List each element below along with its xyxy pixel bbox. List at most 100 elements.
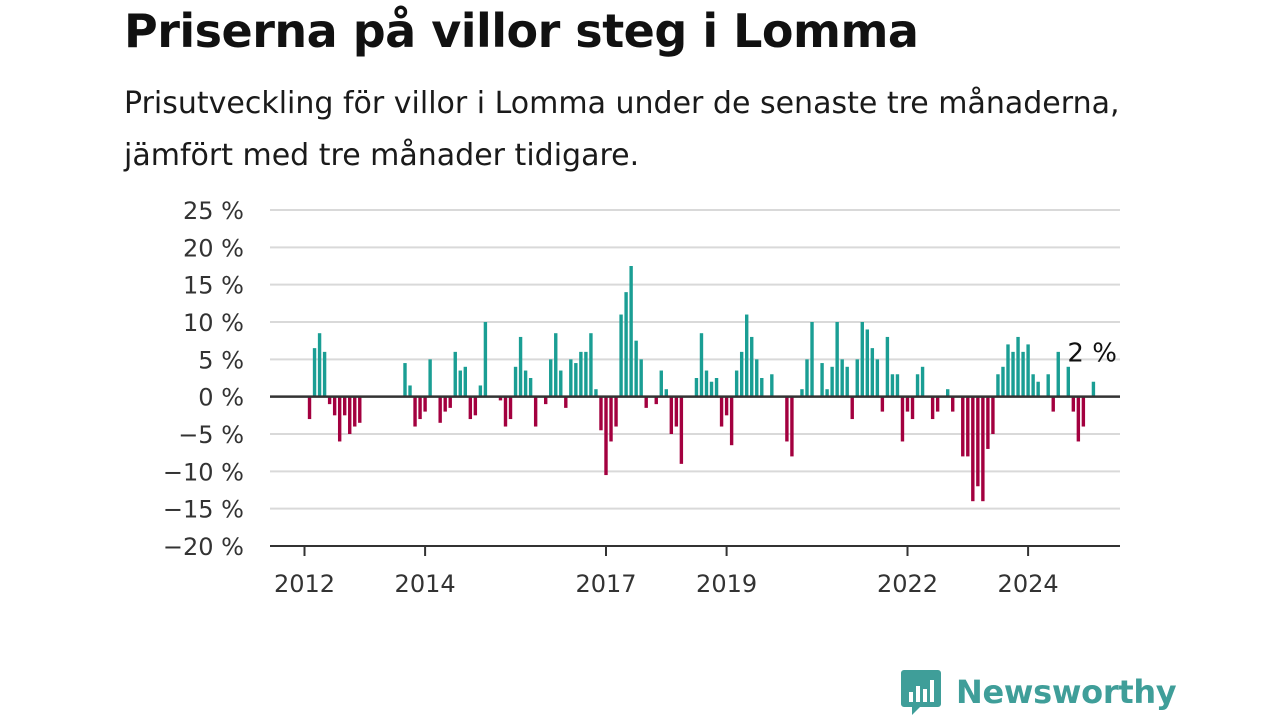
bar: [1076, 396, 1081, 442]
bar: [438, 396, 442, 423]
bar: [895, 374, 900, 397]
bar: [880, 396, 885, 412]
bar: [1001, 366, 1005, 397]
bar: [599, 396, 603, 431]
bar: [353, 396, 357, 427]
bar: [564, 396, 568, 408]
bar: [1056, 351, 1060, 397]
bar: [1016, 336, 1020, 397]
y-tick-label: −15 %: [163, 496, 244, 524]
bar: [1006, 344, 1010, 397]
bar: [609, 396, 613, 442]
bar: [745, 314, 749, 397]
x-tick-label: 2024: [998, 570, 1059, 598]
bar: [820, 363, 824, 397]
bar: [619, 314, 623, 397]
bar: [498, 396, 503, 401]
bar: [428, 359, 432, 397]
bar: [790, 396, 794, 457]
bar: [554, 333, 558, 397]
bar: [458, 370, 462, 397]
bar: [508, 396, 513, 420]
bar: [825, 389, 829, 397]
bar: [805, 359, 809, 397]
bar: [1031, 374, 1035, 397]
bar: [951, 396, 955, 412]
bar: [478, 385, 483, 397]
bar: [533, 396, 538, 427]
bar: [503, 396, 508, 427]
x-tick-label: 2012: [274, 570, 335, 598]
bar: [991, 396, 995, 434]
bar: [544, 396, 548, 405]
bar: [358, 396, 362, 423]
bar-chart: 25 % 20 % 15 % 10 % 5 % 0 % −5 % −10 % −15 % −20 …: [163, 197, 1120, 598]
bar: [840, 359, 844, 397]
bar: [860, 322, 864, 397]
y-tick-label: 0 %: [198, 384, 244, 412]
bar: [900, 396, 905, 442]
bar: [408, 385, 412, 397]
chart-title: Priserna på villor steg i Lomma: [124, 4, 919, 58]
y-tick-label: 25 %: [183, 197, 244, 225]
bar: [920, 366, 925, 397]
bar: [830, 366, 834, 397]
bar: [1051, 396, 1055, 412]
bar: [332, 396, 337, 416]
bar: [785, 396, 789, 442]
bar: [704, 370, 709, 397]
bar: [750, 336, 754, 397]
bar: [659, 370, 663, 397]
bar: [890, 374, 895, 397]
bar: [850, 396, 854, 420]
x-tick-label: 2017: [575, 570, 636, 598]
x-tick-label: 2022: [877, 570, 938, 598]
bar: [327, 396, 332, 405]
chart-subtitle: Prisutveckling för villor i Lomma under …: [124, 86, 1120, 173]
bar: [996, 374, 1000, 397]
y-tick-label: −10 %: [163, 458, 244, 486]
bar: [674, 396, 679, 427]
bar: [875, 359, 880, 397]
bar: [1021, 351, 1025, 397]
bar: [348, 396, 352, 434]
bar: [664, 389, 668, 397]
bar: [719, 396, 724, 427]
bar: [976, 396, 980, 487]
bar: [755, 359, 759, 397]
brand-logo: Newsworthy: [900, 668, 1177, 716]
y-tick-label: 5 %: [198, 346, 244, 374]
bar: [604, 396, 608, 476]
bar: [1046, 374, 1050, 397]
bar: [855, 359, 859, 397]
bar: [986, 396, 990, 449]
bar: [1071, 396, 1076, 412]
bar: [312, 348, 317, 397]
bar: [739, 351, 744, 397]
bar: [337, 396, 342, 442]
bar: [589, 333, 593, 397]
bar: [910, 396, 915, 420]
bar: [518, 336, 523, 397]
y-tick-label: −5 %: [178, 421, 244, 449]
brand-name: Newsworthy: [956, 673, 1177, 711]
bar: [870, 348, 875, 397]
bar: [523, 370, 528, 397]
last-value-label: 2 %: [1067, 339, 1117, 369]
bar: [322, 351, 327, 397]
bar: [669, 396, 674, 434]
bar: [443, 396, 447, 412]
bar: [770, 374, 774, 397]
bar: [946, 389, 950, 397]
bar: [930, 396, 935, 420]
bar: [549, 359, 553, 397]
bar: [403, 363, 407, 397]
y-tick-label: 10 %: [183, 309, 244, 337]
bar: [317, 333, 322, 397]
bar: [413, 396, 417, 427]
bar: [594, 389, 598, 397]
bar: [513, 366, 518, 397]
bar: [709, 381, 714, 397]
x-tick-label: 2014: [395, 570, 456, 598]
bar: [845, 366, 849, 397]
